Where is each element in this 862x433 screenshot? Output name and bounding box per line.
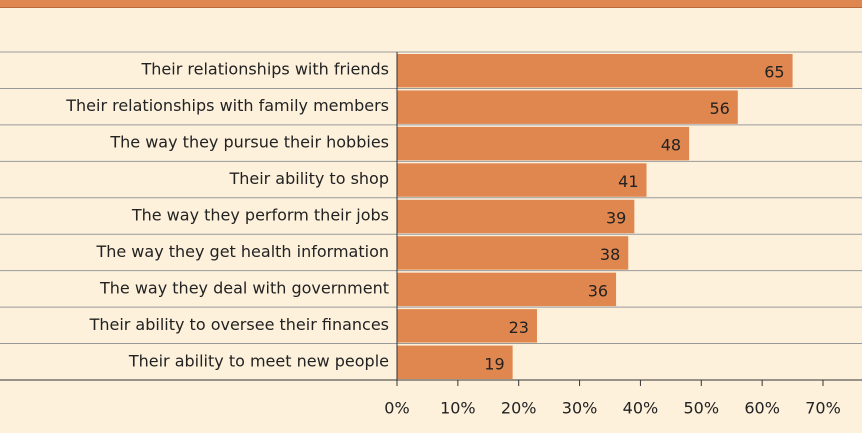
x-tick-label: 70% xyxy=(805,399,841,418)
x-tick-label: 30% xyxy=(562,399,598,418)
data-label: 48 xyxy=(661,136,681,155)
bar xyxy=(397,90,738,124)
x-tick-label: 50% xyxy=(684,399,720,418)
bar xyxy=(397,309,537,343)
data-label: 56 xyxy=(709,99,729,118)
bar xyxy=(397,345,513,379)
bar xyxy=(397,54,793,88)
data-label: 19 xyxy=(484,354,504,373)
bar xyxy=(397,163,647,197)
x-tick-label: 20% xyxy=(501,399,537,418)
bar xyxy=(397,236,629,270)
category-label: Their ability to shop xyxy=(228,169,389,188)
category-label: Their ability to meet new people xyxy=(128,351,389,370)
category-label: Their relationships with family members xyxy=(65,96,389,115)
data-label: 38 xyxy=(600,245,620,264)
x-tick-label: 10% xyxy=(440,399,476,418)
category-label: The way they get health information xyxy=(95,242,389,261)
data-label: 41 xyxy=(618,172,638,191)
category-label: The way they perform their jobs xyxy=(131,206,389,225)
x-tick-label: 0% xyxy=(384,399,409,418)
bar xyxy=(397,272,617,307)
category-label: The way they deal with government xyxy=(99,278,389,297)
bar xyxy=(397,126,690,161)
bar xyxy=(397,199,635,234)
x-tick-label: 60% xyxy=(744,399,780,418)
data-label: 65 xyxy=(764,63,784,82)
category-label: The way they pursue their hobbies xyxy=(109,133,389,152)
data-label: 23 xyxy=(509,318,529,337)
x-tick-label: 40% xyxy=(623,399,659,418)
data-label: 39 xyxy=(606,209,626,228)
data-label: 36 xyxy=(588,281,608,300)
category-label: Their ability to oversee their finances xyxy=(89,315,389,334)
category-label: Their relationships with friends xyxy=(141,60,390,79)
top-stripe xyxy=(0,0,862,7)
